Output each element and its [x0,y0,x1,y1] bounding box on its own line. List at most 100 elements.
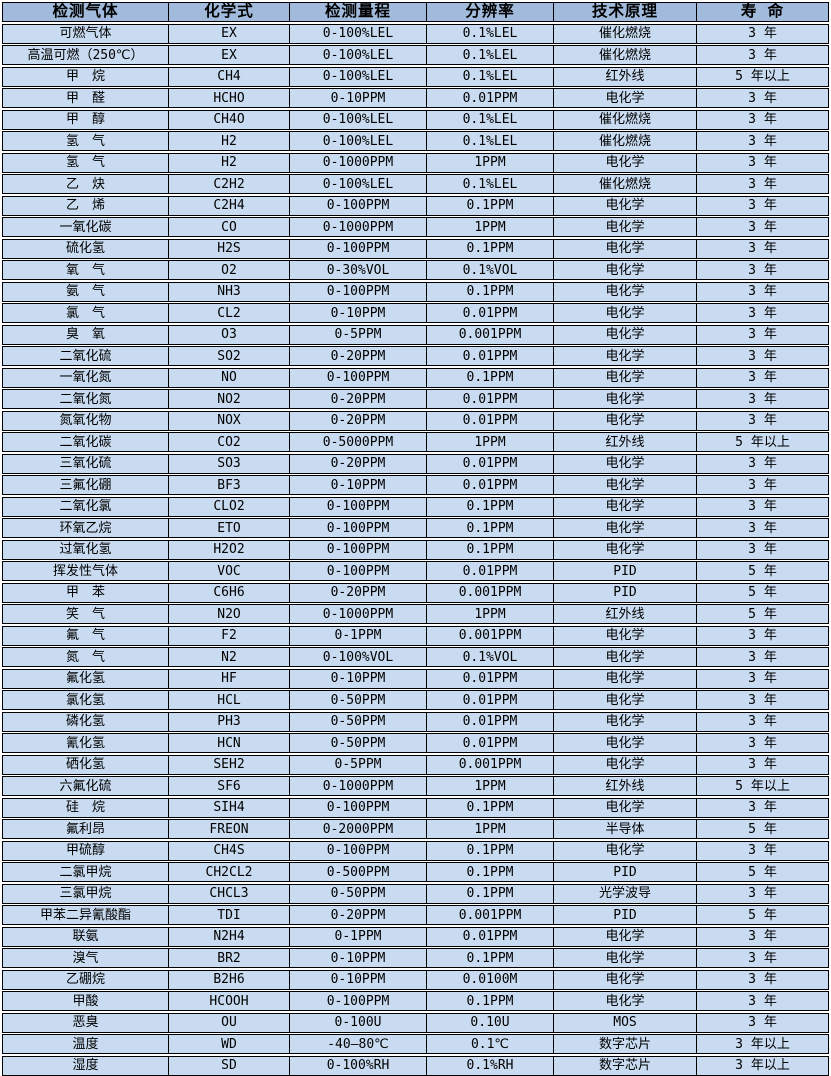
cell-gas: 笑 气 [3,605,169,623]
table-row: 六氟化硫 SF6 0-1000PPM 1PPM 红外线 5 年以上 [2,776,829,796]
cell-formula: CH2CL2 [169,863,290,881]
cell-formula: BF3 [169,476,290,494]
cell-formula: SO2 [169,347,290,365]
cell-lifespan: 3 年 [748,993,777,1009]
cell-lifespan: 3 年以上 [735,1058,790,1073]
cell-resolution: 1PPM [427,605,554,623]
cell-range: 0-5PPM [290,755,427,774]
cell-range: 0-10PPM [290,476,427,494]
cell-principle: 红外线 [554,433,697,451]
table-row: 温度 WD -40—80℃ 0.1℃ 数字芯片 3 年以上 [2,1034,829,1054]
cell-principle: PID [554,583,697,602]
cell-range: 0-100PPM [290,540,427,559]
cell-formula: ETO [169,519,290,537]
cell-resolution: 0.10U [427,1013,554,1032]
cell-principle: 电化学 [554,691,697,709]
cell-lifespan: 3 年 [748,391,777,407]
cell-range: 0-10PPM [290,89,427,107]
cell-gas: 三氟化硼 [3,476,169,494]
cell-range: 0-100PPM [290,497,427,516]
cell-principle: 电化学 [554,497,697,516]
cell-resolution: 0.001PPM [427,583,554,602]
cell-resolution: 1PPM [427,433,554,451]
cell-lifespan: 3 年 [748,692,777,708]
cell-gas: 二氧化碳 [3,433,169,451]
cell-resolution: 0.1PPM [427,196,554,215]
cell-formula: BR2 [169,949,290,967]
cell-resolution: 0.1PPM [427,519,554,537]
table-row: 甲酸 HCOOH 0-100PPM 0.1PPM 电化学 3 年 [2,991,829,1011]
cell-formula: H2 [169,153,290,172]
cell-principle: 电化学 [554,282,697,301]
cell-resolution: 0.001PPM [427,325,554,344]
table-row: 二氧化碳 CO2 0-5000PPM 1PPM 红外线 5 年以上 [2,432,829,452]
cell-lifespan: 5 年 [748,606,777,622]
cell-lifespan: 3 年 [748,241,777,256]
cell-range: 0-100PPM [290,841,427,860]
cell-formula: OU [169,1013,290,1032]
cell-range: 0-100%LEL [290,46,427,64]
cell-principle: 红外线 [554,777,697,795]
table-row: 三氟化硼 BF3 0-10PPM 0.01PPM 电化学 3 年 [2,475,829,495]
cell-resolution: 0.1%LEL [427,110,554,129]
cell-lifespan: 3 年 [748,305,777,321]
header-cell-formula: 化学式 [169,3,290,21]
cell-gas: 甲 醛 [3,89,169,107]
cell-formula: TDI [169,906,290,924]
table-row: 乙 炔 C2H2 0-100%LEL 0.1%LEL 催化燃烧 3 年 [2,174,829,194]
cell-gas: 温度 [3,1035,169,1053]
cell-resolution: 0.1%LEL [427,175,554,193]
cell-principle: 催化燃烧 [554,132,697,150]
cell-principle: 电化学 [554,519,697,537]
cell-resolution: 0.01PPM [427,669,554,688]
cell-range: 0-1PPM [290,626,427,645]
cell-lifespan: 3 年 [748,219,777,235]
cell-formula: NH3 [169,282,290,301]
cell-resolution: 1PPM [427,777,554,795]
header-cell-range: 检测量程 [290,3,427,21]
cell-formula: C2H2 [169,175,290,193]
cell-principle: 电化学 [554,261,697,279]
cell-resolution: 0.1PPM [427,540,554,559]
cell-formula: EX [169,46,290,64]
cell-lifespan: 3 年 [748,499,777,514]
cell-principle: 电化学 [554,669,697,688]
table-row: 磷化氢 PH3 0-50PPM 0.01PPM 电化学 3 年 [2,711,829,732]
cell-formula: H2S [169,239,290,258]
cell-range: 0-50PPM [290,884,427,903]
cell-gas: 甲 苯 [3,583,169,602]
cell-gas: 一氧化碳 [3,218,169,236]
table-row: 过氧化氢 H2O2 0-100PPM 0.1PPM 电化学 3 年 [2,539,829,560]
cell-principle: 电化学 [554,734,697,752]
cell-resolution: 0.1PPM [427,884,554,903]
cell-gas: 高温可燃（250℃） [3,46,169,64]
cell-principle: 电化学 [554,368,697,387]
cell-gas: 氯 气 [3,304,169,322]
cell-resolution: 0.01PPM [427,712,554,731]
cell-formula: SIH4 [169,798,290,817]
cell-resolution: 0.001PPM [427,626,554,645]
table-row: 甲 醇 CH4O 0-100%LEL 0.1%LEL 催化燃烧 3 年 [2,109,829,130]
cell-lifespan: 3 年 [748,542,777,557]
cell-range: 0-10PPM [290,970,427,989]
cell-gas: 二氧化氮 [3,390,169,408]
cell-formula: CO2 [169,433,290,451]
table-row: 氢 气 H2 0-1000PPM 1PPM 电化学 3 年 [2,152,829,173]
table-row: 硒化氢 SEH2 0-5PPM 0.001PPM 电化学 3 年 [2,754,829,775]
cell-lifespan: 3 年 [748,112,777,127]
cell-range: 0-5PPM [290,325,427,344]
cell-lifespan: 5 年 [748,563,777,579]
cell-lifespan: 3 年 [748,735,777,751]
cell-resolution: 0.1%VOL [427,648,554,666]
cell-principle: 电化学 [554,798,697,817]
table-row: 乙 烯 C2H4 0-100PPM 0.1PPM 电化学 3 年 [2,195,829,216]
cell-lifespan: 3 年 [748,456,777,471]
cell-gas: 环氧乙烷 [3,519,169,537]
cell-lifespan: 3 年 [748,262,777,278]
cell-formula: SEH2 [169,755,290,774]
cell-gas: 过氧化氢 [3,540,169,559]
table-row: 一氧化氮 NO 0-100PPM 0.1PPM 电化学 3 年 [2,367,829,388]
cell-gas: 可燃气体 [3,24,169,43]
cell-gas: 一氧化氮 [3,368,169,387]
cell-principle: 电化学 [554,712,697,731]
